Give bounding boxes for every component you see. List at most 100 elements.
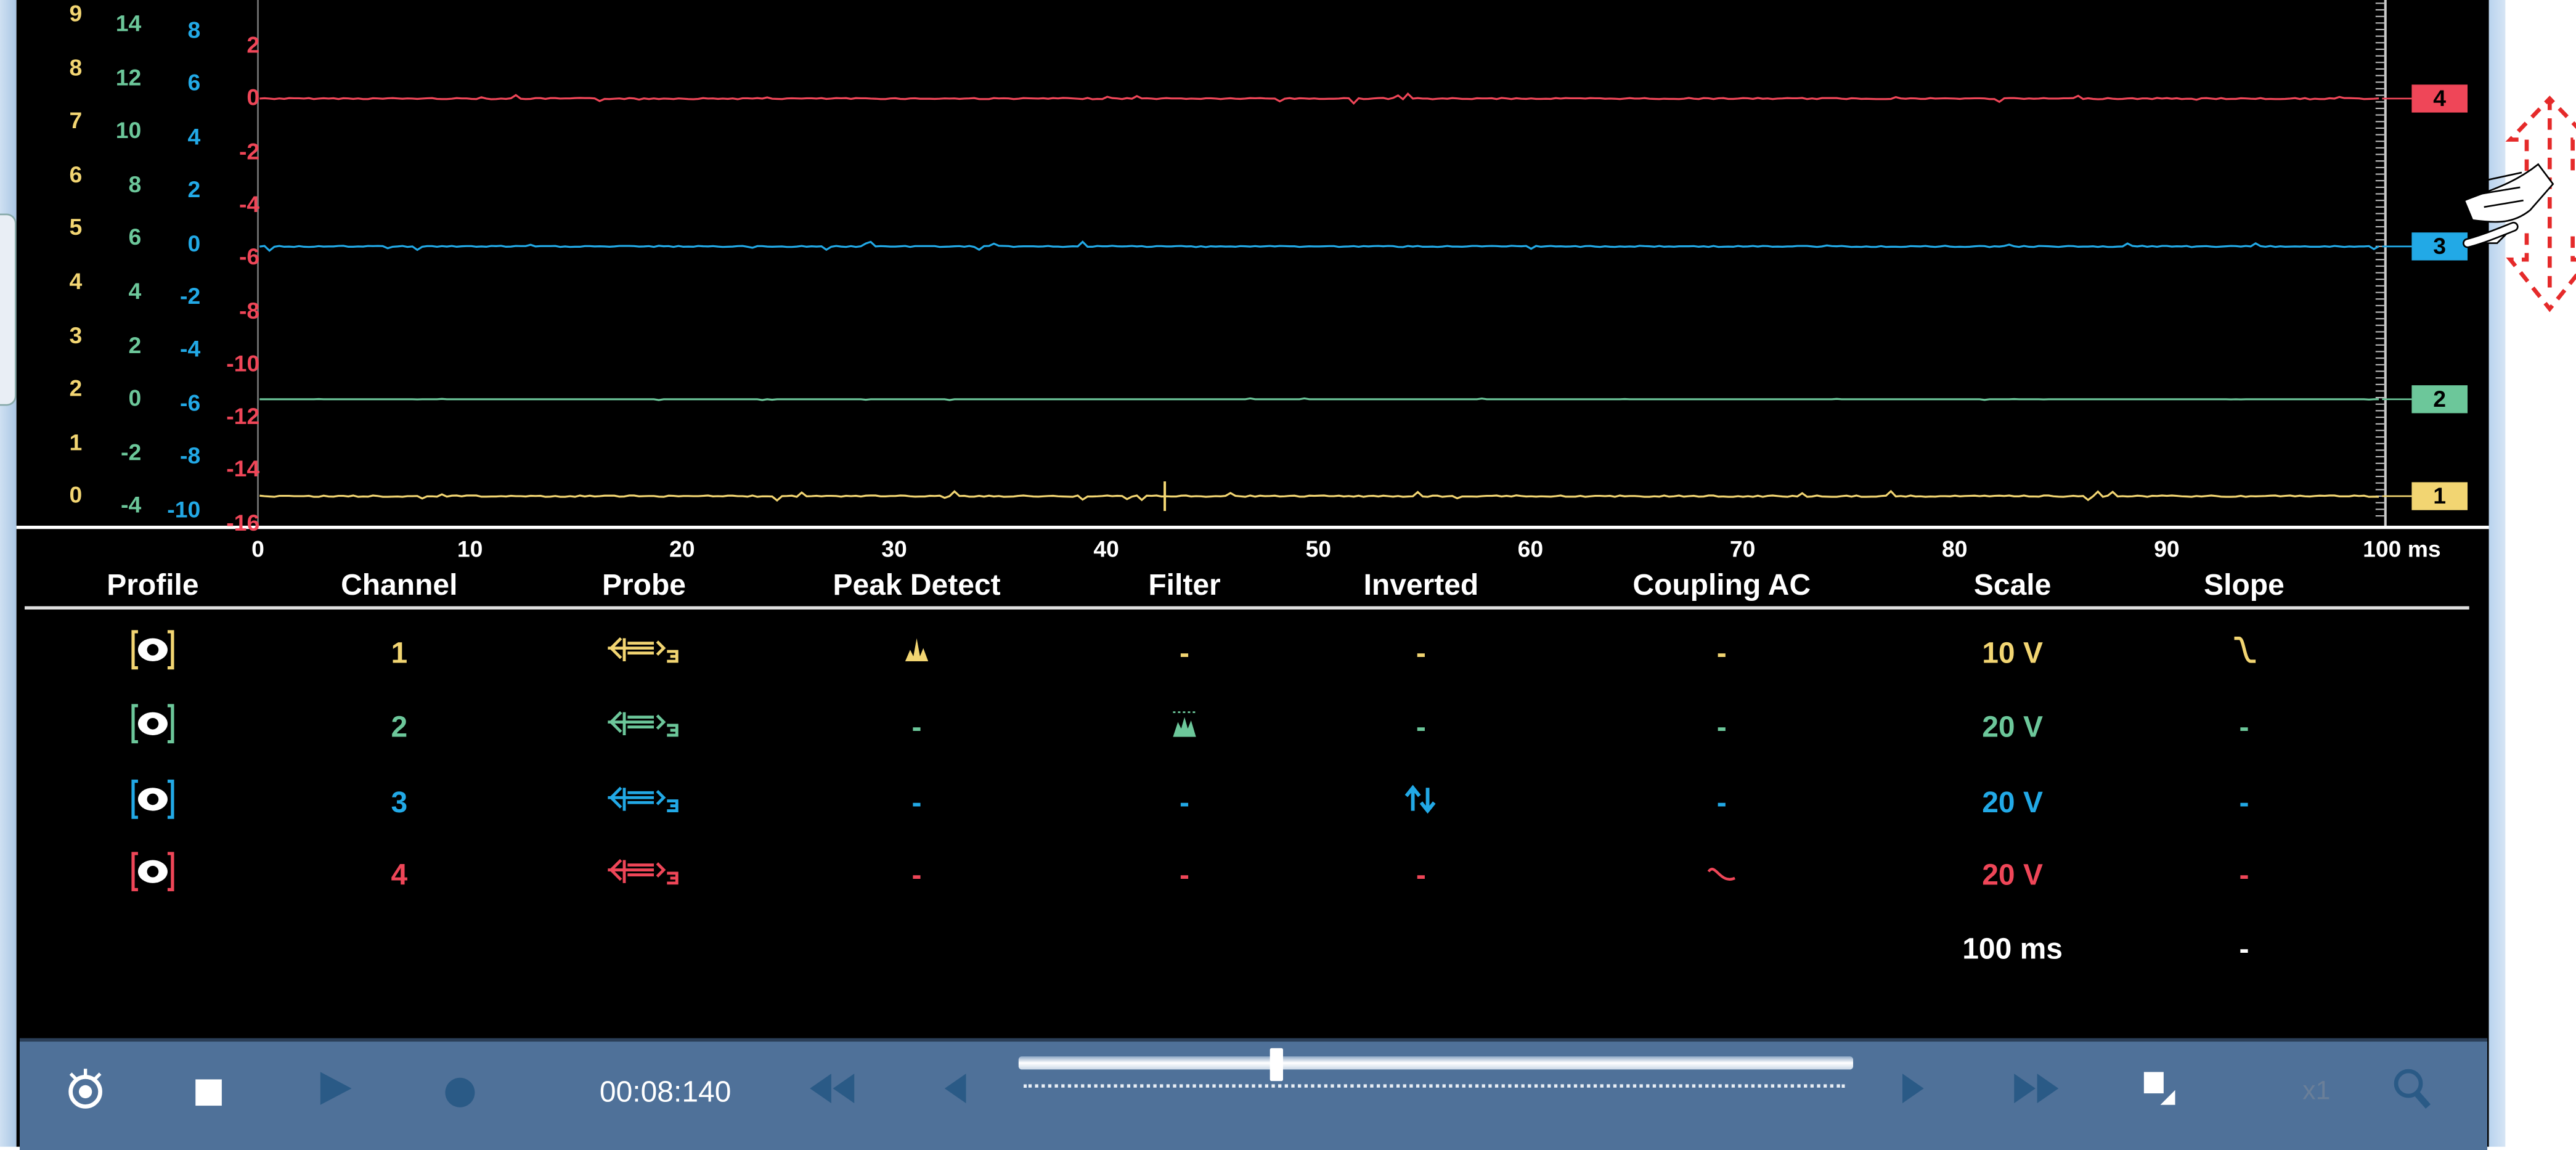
y-tick-label-ch3: -2 (180, 282, 201, 309)
channel-marker-3[interactable]: 3 (2411, 232, 2468, 261)
coupling-value[interactable]: - (1716, 786, 1727, 819)
column-header-profile: Profile (107, 568, 199, 602)
profile-eye-icon[interactable] (131, 630, 174, 677)
y-tick-label-ch3: -4 (180, 335, 201, 362)
falling-slope-icon[interactable] (2231, 635, 2257, 672)
channel-marker-2[interactable]: 2 (2411, 385, 2468, 414)
y-tick-label-ch2: 4 (128, 277, 142, 304)
y-tick-label-ch3: 4 (187, 123, 201, 150)
y-tick-label-ch3: -8 (180, 442, 201, 469)
peak-value[interactable]: - (911, 786, 922, 819)
channel-number[interactable]: 1 (391, 636, 408, 670)
trace-ch2 (259, 397, 2379, 401)
profile-eye-icon[interactable] (131, 704, 174, 751)
channel-marker-4[interactable]: 4 (2411, 84, 2468, 113)
filter-icon[interactable] (1170, 709, 1199, 746)
x-tick-label: 100 ms (2363, 536, 2441, 562)
column-header-filter: Filter (1148, 568, 1221, 602)
step-back-icon[interactable] (944, 1074, 968, 1111)
slope-value[interactable]: - (2239, 786, 2249, 819)
y-tick-label-ch4: -6 (238, 243, 260, 270)
scale-value[interactable]: 10 V (1982, 636, 2043, 670)
channel-marker-1[interactable]: 1 (2411, 482, 2468, 510)
rewind-icon[interactable] (810, 1074, 856, 1111)
column-header-scale: Scale (1973, 568, 2052, 602)
y-tick-label-ch3: 0 (187, 229, 201, 256)
probe-icon[interactable] (605, 855, 683, 897)
zoom-icon[interactable] (2392, 1067, 2431, 1118)
fast-forward-icon[interactable] (2013, 1074, 2059, 1111)
profile-eye-icon[interactable] (131, 779, 174, 827)
x-tick-label: 90 (2154, 536, 2180, 562)
stop-icon[interactable] (195, 1079, 222, 1106)
y-tick-label-ch2: 6 (128, 224, 142, 251)
peak-detect-icon[interactable] (903, 637, 930, 671)
step-forward-icon[interactable] (1901, 1074, 1924, 1111)
playback-toolbar: 00:08:140 x1 (19, 1038, 2488, 1150)
column-header-coupling-ac: Coupling AC (1632, 568, 1811, 602)
slope-value[interactable]: - (2239, 710, 2249, 744)
column-header-slope: Slope (2204, 568, 2285, 602)
y-tick-label-ch2: 2 (128, 331, 142, 358)
y-tick-label-ch2: 8 (128, 170, 142, 197)
column-header-inverted: Inverted (1363, 568, 1479, 602)
peak-value[interactable]: - (911, 710, 922, 744)
profile-eye-icon[interactable] (131, 852, 174, 899)
inverted-icon[interactable] (1404, 785, 1437, 822)
channel-number[interactable]: 4 (391, 858, 408, 892)
trace-ch1 (259, 489, 2379, 502)
inverted-value[interactable]: - (1416, 710, 1426, 744)
y-tick-label-ch3: -10 (167, 495, 201, 522)
y-tick-label-ch1: 3 (69, 321, 83, 348)
y-tick-label-ch3: 2 (187, 176, 201, 203)
inverted-value[interactable]: - (1416, 636, 1426, 670)
playback-slider-track[interactable] (1018, 1056, 1854, 1070)
ac-coupling-icon[interactable] (1707, 858, 1737, 893)
side-panel-tab[interactable] (0, 213, 17, 406)
drag-gesture-overlay (2463, 96, 2576, 312)
scale-value[interactable]: 20 V (1982, 858, 2043, 892)
y-tick-label-ch4: -10 (226, 349, 260, 376)
y-tick-label-ch2: 14 (115, 9, 142, 36)
timebase-scale[interactable]: 100 ms (1962, 932, 2063, 966)
y-tick-label-ch1: 5 (69, 214, 83, 241)
trace-ch3 (259, 240, 2379, 252)
y-tick-label-ch3: 6 (187, 70, 201, 96)
filter-value[interactable]: - (1180, 786, 1190, 819)
filter-value[interactable]: - (1180, 858, 1190, 892)
play-icon[interactable] (317, 1070, 353, 1115)
y-tick-label-ch3: 8 (187, 16, 201, 43)
y-tick-label-ch2: 12 (115, 63, 142, 90)
coupling-value[interactable]: - (1716, 710, 1727, 744)
probe-icon[interactable] (605, 708, 683, 749)
record-icon[interactable] (445, 1077, 475, 1107)
inverted-value[interactable]: - (1416, 858, 1426, 892)
y-tick-label-ch1: 8 (69, 53, 83, 80)
timebase-slope[interactable]: - (2239, 932, 2249, 966)
x-tick-label: 20 (669, 536, 695, 562)
probe-icon[interactable] (605, 783, 683, 824)
channel-number[interactable]: 2 (391, 710, 408, 744)
x-tick-label: 10 (457, 536, 483, 562)
zoom-level-label: x1 (2302, 1077, 2331, 1106)
waveform-plot (16, 0, 2489, 529)
coupling-value[interactable]: - (1716, 636, 1727, 670)
playback-slider-thumb[interactable] (1270, 1048, 1284, 1082)
camera-icon[interactable] (61, 1067, 110, 1118)
resize-icon[interactable] (2142, 1070, 2179, 1115)
window-left-edge (0, 0, 17, 1147)
scale-value[interactable]: 20 V (1982, 786, 2043, 819)
peak-value[interactable]: - (911, 858, 922, 892)
y-tick-label-ch1: 6 (69, 160, 83, 187)
scale-value[interactable]: 20 V (1982, 710, 2043, 744)
filter-value[interactable]: - (1180, 636, 1190, 670)
probe-icon[interactable] (605, 634, 683, 675)
x-tick-label: 60 (1517, 536, 1544, 562)
y-tick-label-ch2: -2 (121, 438, 142, 465)
slope-value[interactable]: - (2239, 858, 2249, 892)
y-tick-label-ch4: 2 (247, 31, 260, 58)
y-tick-label-ch1: 4 (69, 267, 83, 295)
y-tick-label-ch1: 0 (69, 482, 83, 508)
channel-number[interactable]: 3 (391, 786, 408, 819)
y-tick-label-ch1: 7 (69, 107, 83, 134)
